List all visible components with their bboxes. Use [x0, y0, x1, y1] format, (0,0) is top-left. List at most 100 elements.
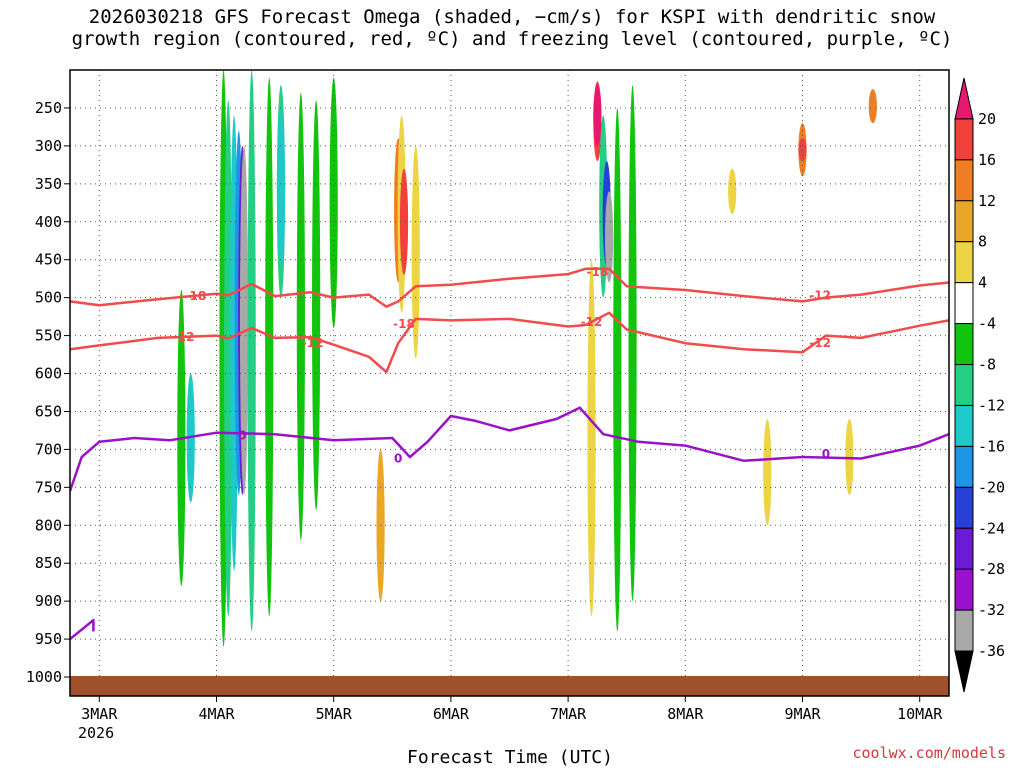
y-tick-label: 450	[35, 251, 62, 269]
credit-text: coolwx.com/models	[852, 744, 1006, 762]
plot-background	[70, 70, 949, 696]
colorbar-swatch	[954, 404, 974, 447]
colorbar-swatch	[954, 159, 974, 202]
y-tick-label: 550	[35, 327, 62, 345]
colorbar-swatch	[954, 364, 974, 406]
omega-cell	[728, 168, 737, 215]
colorbar-tick-label: 12	[978, 192, 996, 210]
contour-label: 0	[394, 451, 402, 465]
colorbar: 20 16 12 8 4 -4 -8 -12 -16 -20 -24 -28 -32 -36	[954, 77, 1005, 693]
x-tick-label: 9MAR	[784, 705, 821, 723]
colorbar-swatch	[954, 568, 974, 611]
x-tick-label: 3MAR	[81, 705, 118, 723]
colorbar-tick-label: 4	[978, 274, 987, 292]
contour-line	[70, 267, 949, 308]
chart-title: 2026030218 GFS Forecast Omega (shaded, −…	[0, 6, 1024, 50]
terrain-ground	[70, 676, 949, 696]
contour-layer	[70, 267, 949, 641]
colorbar-swatch	[954, 445, 974, 488]
colorbar-swatch	[954, 609, 974, 652]
omega-cell	[312, 100, 321, 511]
colorbar-swatch	[954, 282, 974, 325]
contour-label: -12	[809, 336, 831, 350]
colorbar-tick-label: 16	[978, 151, 996, 169]
y-tick-label: 650	[35, 402, 62, 420]
colorbar-tick-label: -4	[978, 315, 996, 333]
x-axis-year: 2026	[78, 724, 114, 742]
colorbar-swatch	[954, 241, 974, 284]
contour-label: -18	[393, 317, 415, 331]
colorbar-tick-label: -12	[978, 396, 1005, 414]
colorbar-tick-label: -16	[978, 437, 1005, 455]
colorbar-tick-label: -28	[978, 560, 1005, 578]
x-tick-label: 7MAR	[550, 705, 587, 723]
colorbar-swatch	[954, 200, 974, 243]
y-tick-label: 500	[35, 289, 62, 307]
contour-label: 0	[822, 447, 830, 461]
omega-cell	[296, 92, 305, 541]
colorbar-tick-label: 8	[978, 233, 987, 251]
contour-label: -12	[302, 336, 324, 350]
omega-cell	[247, 70, 256, 632]
colorbar-swatch	[954, 118, 974, 161]
colorbar-tick-label: -20	[978, 478, 1005, 496]
x-axis: 3MAR 4MAR 5MAR 6MAR 7MAR 8MAR 9MAR 10MAR	[81, 696, 943, 723]
x-tick-label: 4MAR	[198, 705, 235, 723]
omega-cell	[399, 168, 409, 275]
contour-label: -12	[809, 288, 831, 302]
contour-label: -12	[173, 330, 195, 344]
contour-label: -18	[185, 289, 207, 303]
omega-cell	[587, 259, 596, 617]
contour-label: 0	[238, 429, 246, 443]
contour-line	[70, 618, 95, 641]
y-tick-label: 250	[35, 99, 62, 117]
omega-cell	[628, 85, 637, 602]
y-tick-label: 1000	[26, 668, 62, 686]
omega-cell	[613, 107, 622, 632]
x-tick-label: 10MAR	[897, 705, 943, 723]
colorbar-tick-label: -8	[978, 356, 996, 374]
contour-line	[70, 311, 949, 374]
y-tick-label: 950	[35, 630, 62, 648]
plot-frame	[69, 69, 950, 697]
title-line-1: 2026030218 GFS Forecast Omega (shaded, −…	[88, 6, 936, 28]
y-axis: 250 300 350 400 450 500 550 600 650 700 750 800 850 9…	[26, 99, 70, 686]
y-tick-label: 400	[35, 213, 62, 231]
omega-cell	[411, 145, 420, 359]
x-tick-label: 5MAR	[316, 705, 353, 723]
y-tick-label: 600	[35, 365, 62, 383]
contour-line	[70, 406, 949, 492]
contour-label-layer: -18 -12 -12 -18 -18 -12 -12 -12 0 0 0	[173, 265, 831, 466]
colorbar-swatch	[954, 77, 974, 120]
contour-label: -12	[581, 315, 603, 329]
contour-label: -18	[587, 265, 609, 279]
y-tick-label: 850	[35, 554, 62, 572]
y-tick-label: 300	[35, 137, 62, 155]
colorbar-swatch	[954, 650, 974, 693]
y-tick-label: 350	[35, 175, 62, 193]
colorbar-swatch	[954, 323, 974, 366]
x-tick-label: 8MAR	[667, 705, 704, 723]
colorbar-tick-label: -36	[978, 642, 1005, 660]
x-tick-label: 6MAR	[433, 705, 470, 723]
y-tick-label: 750	[35, 478, 62, 496]
y-tick-label: 700	[35, 440, 62, 458]
colorbar-swatch	[954, 527, 974, 570]
colorbar-swatch	[954, 486, 974, 529]
colorbar-tick-label: -24	[978, 519, 1005, 537]
omega-cell	[763, 419, 772, 526]
title-line-2: growth region (contoured, red, ºC) and f…	[71, 28, 953, 50]
colorbar-tick-label: 20	[978, 110, 996, 128]
y-tick-label: 800	[35, 516, 62, 534]
omega-cell	[868, 88, 877, 124]
colorbar-tick-label: -32	[978, 601, 1005, 619]
x-axis-label: Forecast Time (UTC)	[407, 747, 613, 768]
y-tick-label: 900	[35, 592, 62, 610]
omega-cell	[239, 145, 249, 495]
omega-cell	[265, 77, 274, 617]
omega-cell	[329, 77, 338, 328]
omega-cell	[593, 85, 602, 146]
omega-cell	[605, 191, 614, 283]
omega-cell	[798, 138, 807, 162]
